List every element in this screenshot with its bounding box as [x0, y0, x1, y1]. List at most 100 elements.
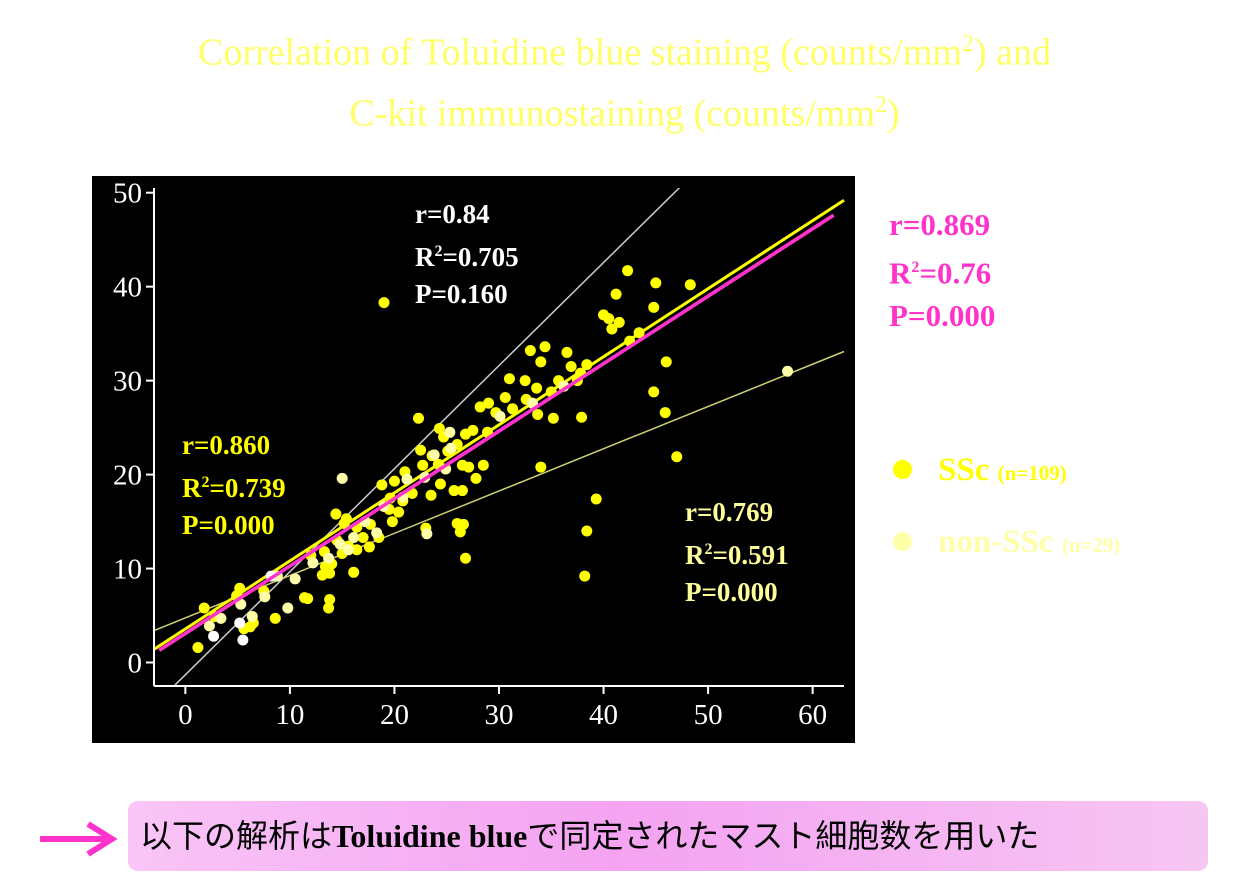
x-tick-label: 50: [694, 699, 723, 731]
data-point-ssc: [417, 459, 429, 471]
data-point-ssc: [606, 323, 618, 335]
data-point-ssc: [425, 489, 437, 501]
stats-r2: R2=0.705: [415, 242, 519, 272]
title-line-2: C-kit immunostaining (counts/mm2): [349, 91, 900, 135]
data-point-ssc: [376, 479, 388, 491]
data-point-ssc: [633, 327, 645, 339]
y-tick-label: 10: [113, 554, 142, 586]
data-point-ssc: [330, 508, 342, 520]
data-point-ssc: [622, 265, 634, 277]
y-tick-label: 50: [113, 178, 142, 210]
nonssc-fit-line: [155, 350, 845, 631]
right-arrow-icon: [40, 821, 118, 857]
x-tick-label: 30: [485, 699, 514, 731]
data-point-ssc: [323, 602, 335, 614]
stats-r: r=0.860: [182, 430, 271, 460]
data-point-ssc: [483, 397, 495, 409]
legend-count: (n=109): [997, 461, 1067, 485]
data-point-ssc: [198, 602, 210, 614]
data-point-non-ssc: [282, 602, 294, 614]
data-point-ssc: [499, 392, 511, 404]
conclusion-banner: 以下の解析はToluidine blueで同定されたマスト細胞数を用いた: [128, 801, 1208, 871]
data-point-ssc: [539, 341, 551, 353]
stats-r2: R2=0.76: [889, 255, 992, 291]
data-point-non-ssc: [371, 527, 383, 539]
data-point-non-ssc: [494, 410, 506, 422]
x-tick-label: 0: [178, 699, 193, 731]
legend-item-nonssc: non-SSc (n=29): [893, 522, 1120, 565]
data-point-ssc: [234, 582, 246, 594]
legend-label: non-SSc: [938, 524, 1054, 560]
data-point-non-ssc: [246, 610, 258, 622]
stats-p: P=0.000: [685, 577, 778, 607]
title-line-1: Correlation of Toluidine blue staining (…: [198, 31, 1051, 74]
x-tick-label: 40: [589, 699, 618, 731]
data-point-non-ssc: [334, 538, 346, 550]
data-point-ssc: [415, 444, 427, 456]
data-point-ssc: [519, 375, 531, 387]
data-point-ssc: [474, 401, 486, 413]
all-fit-line-overlay: [158, 213, 835, 652]
page-title: Correlation of Toluidine blue staining (…: [0, 18, 1249, 139]
data-point-non-ssc: [444, 426, 456, 438]
data-point-ssc: [535, 461, 547, 473]
data-point-ssc: [660, 356, 672, 368]
data-point-ssc: [386, 516, 398, 528]
data-point-ssc: [576, 411, 588, 423]
stats-r2: R2=0.739: [182, 473, 286, 503]
data-point-ssc: [507, 403, 519, 415]
legend-item-ssc: SSc (n=109): [893, 450, 1067, 493]
stats-r2: R2=0.591: [685, 540, 789, 570]
banner-text: 以下の解析はToluidine blueで同定されたマスト細胞数を用いた: [140, 817, 1040, 855]
legend-label: SSc: [938, 452, 990, 488]
data-point-ssc: [269, 612, 281, 624]
data-point-ssc: [650, 277, 662, 289]
data-point-non-ssc: [259, 591, 271, 603]
data-point-ssc: [460, 428, 472, 440]
stats-r: r=0.869: [889, 207, 991, 242]
data-point-ssc: [192, 641, 204, 653]
data-point-ssc: [357, 532, 369, 544]
stats-all-fit: r=0.869 R2=0.76 P=0.000: [889, 203, 995, 337]
x-tick-label: 10: [275, 699, 304, 731]
data-point-ssc: [324, 594, 336, 606]
stats-p: P=0.000: [889, 298, 996, 334]
data-point-non-ssc: [323, 552, 335, 564]
stats-r: r=0.769: [685, 497, 774, 527]
data-point-ssc: [684, 279, 696, 291]
data-point-ssc: [378, 297, 390, 309]
data-point-non-ssc: [421, 528, 433, 540]
data-point-unlabeled: [237, 634, 249, 646]
stats-white-fit: r=0.84 R2=0.705 P=0.160: [415, 196, 519, 313]
data-point-ssc: [454, 526, 466, 538]
data-point-ssc: [388, 475, 400, 487]
data-point-ssc: [503, 373, 515, 385]
legend-ssc-dot-icon: [893, 459, 912, 479]
data-point-unlabeled: [234, 617, 246, 629]
data-point-ssc: [603, 313, 615, 325]
data-point-non-ssc: [289, 573, 301, 585]
data-point-ssc: [671, 451, 683, 463]
data-point-ssc: [316, 569, 328, 581]
stats-p: P=0.160: [415, 279, 508, 309]
data-point-ssc: [470, 472, 482, 484]
data-point-ssc: [477, 459, 489, 471]
data-point-ssc: [302, 593, 314, 605]
stats-ssc-fit: r=0.860 R2=0.739 P=0.000: [182, 427, 286, 544]
chart-canvas: 0 10 20 30 40 50 0 10 20 30 40 50 60: [113, 178, 845, 731]
data-point-ssc: [463, 461, 475, 473]
data-point-ssc: [413, 412, 424, 424]
data-point-ssc: [460, 552, 472, 564]
data-point-non-ssc: [336, 472, 348, 484]
data-point-ssc: [348, 566, 360, 578]
data-point-ssc: [340, 513, 352, 525]
data-point-ssc: [659, 407, 671, 419]
scatter-chart: 0 10 20 30 40 50 0 10 20 30 40 50 60: [92, 176, 855, 743]
data-point-ssc: [581, 359, 593, 371]
y-tick-label: 20: [113, 460, 142, 492]
data-point-ssc: [531, 382, 543, 394]
stats-p: P=0.000: [182, 510, 275, 540]
data-point-ssc: [434, 478, 446, 490]
data-point-ssc: [648, 386, 660, 398]
data-point-non-ssc: [215, 612, 227, 624]
